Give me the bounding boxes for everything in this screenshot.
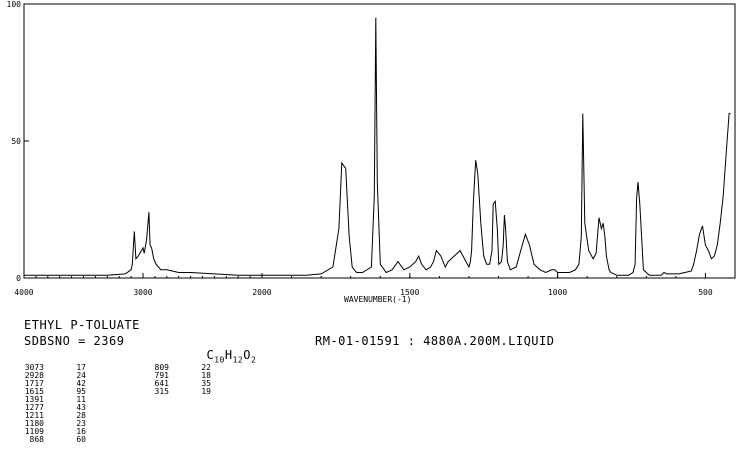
x-axis-label: WAVENUMBER(-1): [344, 295, 412, 304]
peak-transmittance: 60: [76, 435, 86, 444]
peak-wavenumber: 1277: [24, 403, 44, 412]
formula-hydrogen: H: [224, 348, 233, 362]
peak-wavenumber: 3073: [24, 363, 44, 372]
x-tick-label: 4000: [14, 288, 33, 297]
peak-wavenumber: 809: [154, 363, 169, 372]
x-tick-label: 1000: [548, 288, 567, 297]
peak-transmittance: 18: [201, 371, 211, 380]
peak-wavenumber: 791: [154, 371, 169, 380]
spectrum-meta: RM-01-01591 : 4880A.200M.LIQUID: [315, 334, 555, 348]
x-tick-label: 2000: [252, 288, 271, 297]
sdbs-number: SDBSNO = 2369: [24, 334, 125, 348]
peak-wavenumber: 1391: [24, 395, 44, 404]
peak-wavenumber: 1211: [24, 411, 44, 420]
peak-transmittance: 11: [76, 395, 86, 404]
x-tick-label: 500: [698, 288, 713, 297]
x-axis-ticks: 4000 3000 2000 1500 1000 500: [14, 273, 713, 297]
x-tick-label: 1500: [400, 288, 419, 297]
formula-oxygen-count: 2: [250, 355, 257, 365]
spectrum-line: [24, 17, 731, 276]
peak-transmittance: 95: [76, 387, 86, 396]
peak-transmittance: 17: [76, 363, 86, 372]
x-tick-label: 3000: [133, 288, 152, 297]
peak-wavenumber: 315: [154, 387, 169, 396]
peak-wavenumber: 1717: [24, 379, 44, 388]
peak-wavenumber: 868: [29, 435, 44, 444]
peak-transmittance: 16: [76, 427, 86, 436]
molecular-formula: C10H12O2: [191, 334, 256, 364]
y-axis-ticks: 100 50 0: [7, 0, 29, 283]
y-tick-label: 100: [7, 0, 22, 9]
peak-wavenumber: 1615: [24, 387, 44, 396]
compound-name: ETHYL P-TOLUATE: [24, 318, 140, 332]
y-tick-label: 50: [11, 137, 21, 146]
peak-transmittance: 35: [201, 379, 211, 388]
formula-oxygen: O: [243, 348, 251, 362]
peak-transmittance: 42: [76, 379, 86, 388]
formula-hydrogen-count: 12: [232, 355, 244, 365]
peak-transmittance: 28: [76, 411, 86, 420]
peak-transmittance: 23: [76, 419, 86, 428]
peak-transmittance: 24: [76, 371, 86, 380]
peak-wavenumber: 2928: [24, 371, 44, 380]
formula-carbon-count: 10: [214, 355, 225, 365]
peak-transmittance: 19: [201, 387, 211, 396]
peak-wavenumber: 1180: [24, 419, 44, 428]
peak-wavenumber: 1109: [24, 427, 44, 436]
peak-wavenumber: 641: [154, 379, 169, 388]
peak-transmittance: 22: [201, 363, 211, 372]
formula-carbon: C: [206, 348, 215, 362]
peak-transmittance: 43: [76, 403, 86, 412]
y-tick-label: 0: [16, 274, 21, 283]
